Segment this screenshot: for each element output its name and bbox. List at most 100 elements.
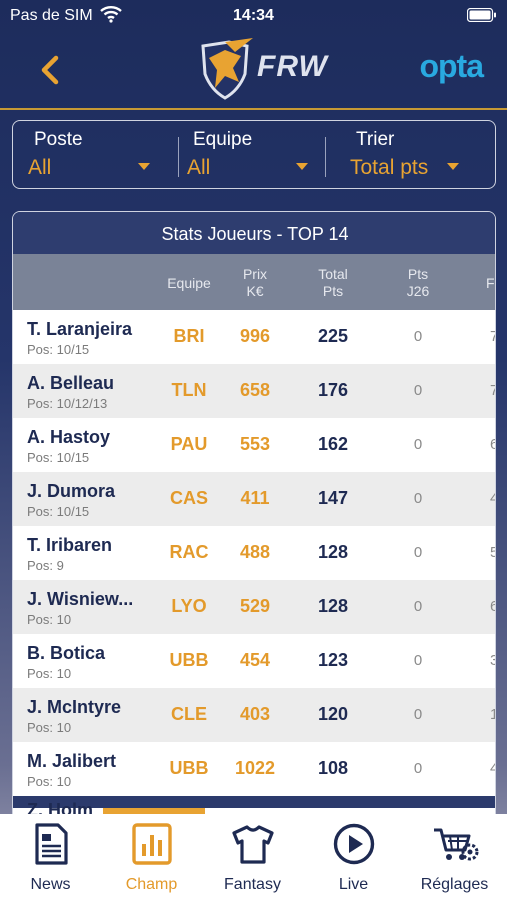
chevron-down-icon: [138, 163, 150, 170]
player-position: Pos: 10: [27, 720, 72, 735]
col-extra[interactable]: F: [486, 275, 495, 291]
player-team: UBB: [169, 758, 209, 778]
col-total[interactable]: Total: [318, 266, 348, 282]
player-pts-j26: 0: [413, 490, 423, 507]
col-prix[interactable]: Prix: [242, 266, 268, 282]
filter-equipe-label: Equipe: [193, 129, 253, 150]
tab-fantasy-label: Fantasy: [224, 876, 281, 893]
player-position: Pos: 10: [27, 612, 72, 627]
player-price: 488: [239, 542, 271, 562]
player-position: Pos: 10: [27, 666, 72, 681]
logo-text: FRW: [257, 50, 328, 83]
player-team: PAU: [170, 434, 208, 454]
opta-logo[interactable]: opta: [419, 48, 484, 84]
status-bar: Pas de SIM 14:34: [0, 0, 507, 32]
player-price: 454: [239, 650, 271, 670]
player-total-pts: 162: [317, 434, 349, 454]
player-extra-value: 6: [490, 598, 495, 615]
document-icon: [35, 823, 68, 865]
player-pts-j26: 0: [413, 382, 423, 399]
tab-news[interactable]: News: [0, 814, 101, 900]
player-pts-j26: 0: [413, 328, 423, 345]
player-price: 658: [239, 380, 271, 400]
player-price: 1022: [234, 758, 276, 778]
table-row[interactable]: J. McIntyre Pos: 10 CLE 403 120 0 1: [13, 688, 495, 742]
filter-equipe[interactable]: Equipe All: [187, 121, 323, 190]
player-pts-j26: 0: [413, 706, 423, 723]
table-row[interactable]: J. Dumora Pos: 10/15 CAS 411 147 0 4: [13, 472, 495, 526]
player-extra-value: 7: [490, 328, 495, 345]
col-pts-round: J26: [406, 283, 430, 299]
player-total-pts: 225: [317, 326, 349, 346]
player-total-pts: 123: [317, 650, 349, 670]
player-pts-j26: 0: [413, 598, 423, 615]
back-chevron-icon[interactable]: [36, 52, 66, 88]
player-extra-value: 4: [490, 760, 495, 777]
table-row[interactable]: T. Laranjeira Pos: 10/15 BRI 996 225 0 7: [13, 310, 495, 364]
player-total-pts: 176: [317, 380, 349, 400]
player-team: BRI: [173, 326, 205, 346]
tab-live-label: Live: [338, 876, 369, 893]
jersey-icon: [232, 825, 274, 864]
tab-live[interactable]: Live: [303, 814, 404, 900]
filter-trier-value: Total pts: [350, 156, 429, 179]
player-name: T. Laranjeira: [27, 319, 133, 339]
clock: 14:34: [233, 7, 274, 24]
table-row-partial[interactable]: Z. Holm: [13, 800, 495, 815]
filter-divider: [178, 137, 179, 177]
player-pts-j26: 0: [413, 760, 423, 777]
player-price: 403: [239, 704, 271, 724]
player-price: 529: [239, 596, 271, 616]
player-price: 996: [239, 326, 271, 346]
player-pts-j26: 0: [413, 652, 423, 669]
bottom-tab-bar: News Champ Fantasy Live: [0, 814, 507, 900]
tab-reglages-label: Réglages: [420, 876, 489, 893]
col-pts[interactable]: Pts: [407, 266, 429, 282]
player-name: J. McIntyre: [27, 697, 122, 717]
filter-trier-label: Trier: [356, 129, 395, 150]
table-row[interactable]: T. Iribaren Pos: 9 RAC 488 128 0 5: [13, 526, 495, 580]
table-row[interactable]: A. Belleau Pos: 10/12/13 TLN 658 176 0 7: [13, 364, 495, 418]
player-extra-value: 5: [490, 544, 495, 561]
player-team: RAC: [169, 542, 209, 562]
player-stats-table: Stats Joueurs - TOP 14 Equipe Prix K€ To…: [12, 211, 496, 816]
table-row[interactable]: B. Botica Pos: 10 UBB 454 123 0 3: [13, 634, 495, 688]
carrier-label: Pas de SIM: [10, 7, 93, 24]
player-extra-value: 3: [490, 652, 495, 669]
filter-divider: [325, 137, 326, 177]
tab-news-label: News: [30, 876, 71, 893]
cart-gear-icon: [434, 828, 479, 861]
player-position: Pos: 10/15: [27, 504, 90, 519]
chevron-down-icon: [447, 163, 459, 170]
player-name: B. Botica: [27, 643, 106, 663]
player-team: LYO: [171, 596, 207, 616]
player-position: Pos: 9: [27, 558, 64, 573]
player-name: J. Dumora: [27, 481, 116, 501]
player-extra-value: 7: [490, 382, 495, 399]
col-equipe[interactable]: Equipe: [167, 275, 211, 291]
tab-fantasy[interactable]: Fantasy: [202, 814, 303, 900]
table-row[interactable]: A. Hastoy Pos: 10/15 PAU 553 162 0 6: [13, 418, 495, 472]
player-total-pts: 147: [317, 488, 349, 508]
col-total-unit: Pts: [322, 283, 344, 299]
tab-reglages[interactable]: Réglages: [404, 814, 505, 900]
table-row[interactable]: M. Jalibert Pos: 10 UBB 1022 108 0 4: [13, 742, 495, 796]
filter-trier[interactable]: Trier Total pts: [350, 121, 486, 190]
player-name: A. Belleau: [27, 373, 115, 393]
filter-poste[interactable]: Poste All: [28, 121, 164, 190]
player-team: UBB: [169, 650, 209, 670]
tab-champ[interactable]: Champ: [101, 814, 202, 900]
player-extra-value: 4: [490, 490, 495, 507]
battery-icon: [467, 8, 496, 22]
table-row[interactable]: J. Wisniew... Pos: 10 LYO 529 128 0 6: [13, 580, 495, 634]
player-position: Pos: 10: [27, 774, 72, 789]
highlight-bar: [103, 808, 205, 815]
player-name: A. Hastoy: [27, 427, 111, 447]
player-position: Pos: 10/12/13: [27, 396, 108, 411]
col-prix-unit: K€: [246, 283, 264, 299]
player-name: Z. Holm: [27, 800, 93, 816]
player-team: CLE: [171, 704, 207, 724]
player-total-pts: 120: [317, 704, 349, 724]
app-header: FRW opta: [0, 32, 507, 110]
player-price: 411: [240, 488, 270, 508]
